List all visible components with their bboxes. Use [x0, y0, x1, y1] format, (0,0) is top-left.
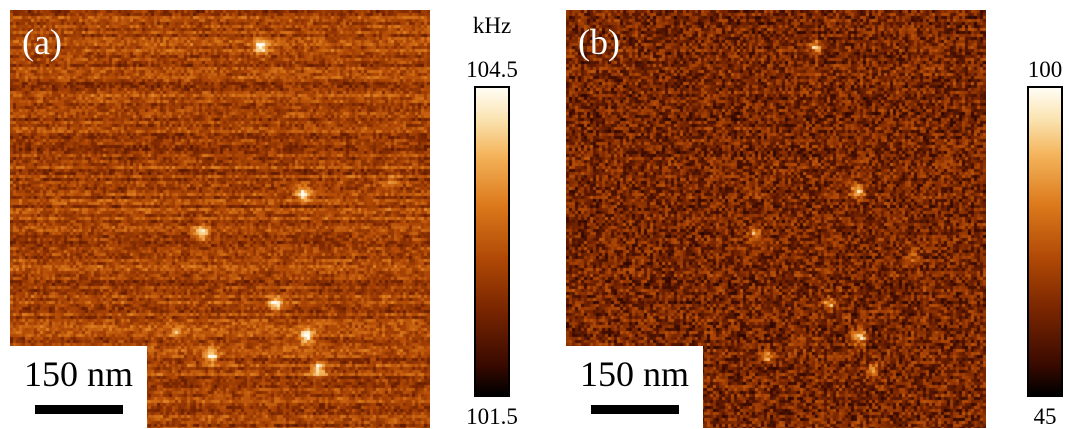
- scale-bar-a: [35, 405, 123, 414]
- colorbar-a: [474, 86, 510, 397]
- scale-bar-label-a: 150 nm: [23, 354, 133, 394]
- colorbar-b: [1027, 86, 1063, 397]
- scale-bar-box-b: 150 nm: [566, 346, 703, 428]
- scale-bar-b: [591, 405, 679, 414]
- colorbar-min-b: 45: [1033, 404, 1057, 429]
- colorbar-max-b: 100: [1027, 57, 1063, 82]
- colorbar-max-a: 104.5: [466, 57, 518, 82]
- image-panel-b: (b) 150 nm: [566, 10, 986, 428]
- image-panel-a: (a) 150 nm: [10, 10, 430, 428]
- scale-bar-box-a: 150 nm: [10, 346, 147, 428]
- panel-label-a: (a): [22, 22, 62, 62]
- colorbar-min-a: 101.5: [466, 404, 518, 429]
- panel-label-b: (b): [578, 22, 620, 62]
- colorbar-unit-a: kHz: [472, 13, 512, 38]
- scale-bar-label-b: 150 nm: [579, 354, 689, 394]
